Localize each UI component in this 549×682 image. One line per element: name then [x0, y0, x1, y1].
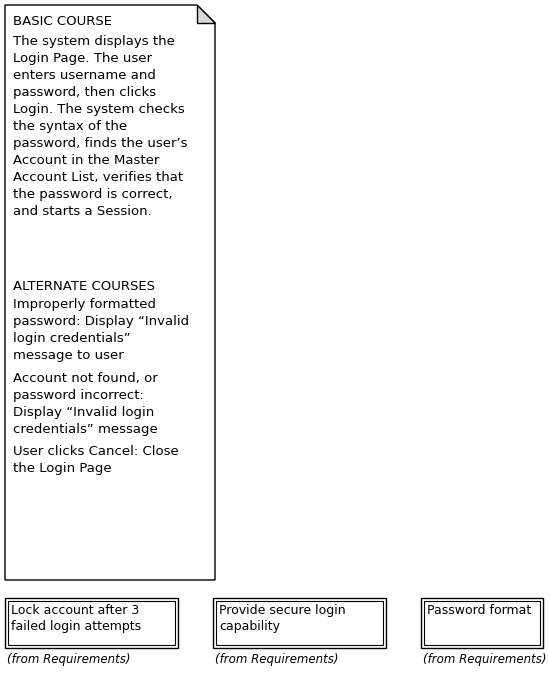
Text: Provide secure login
capability: Provide secure login capability — [219, 604, 346, 633]
Polygon shape — [5, 5, 215, 580]
FancyBboxPatch shape — [424, 601, 540, 645]
Text: Account not found, or
password incorrect:
Display “Invalid login
credentials” me: Account not found, or password incorrect… — [13, 372, 158, 436]
FancyBboxPatch shape — [421, 598, 543, 648]
Text: User clicks Cancel: Close
the Login Page: User clicks Cancel: Close the Login Page — [13, 445, 179, 475]
Text: Lock account after 3
failed login attempts: Lock account after 3 failed login attemp… — [11, 604, 141, 633]
FancyBboxPatch shape — [8, 601, 175, 645]
Text: (from Requirements): (from Requirements) — [215, 653, 339, 666]
Text: (from Requirements): (from Requirements) — [7, 653, 131, 666]
Text: Password format: Password format — [427, 604, 531, 617]
Text: The system displays the
Login Page. The user
enters username and
password, then : The system displays the Login Page. The … — [13, 35, 188, 218]
FancyBboxPatch shape — [216, 601, 383, 645]
Text: Improperly formatted
password: Display “Invalid
login credentials”
message to us: Improperly formatted password: Display “… — [13, 298, 189, 362]
Text: ALTERNATE COURSES: ALTERNATE COURSES — [13, 280, 155, 293]
Text: (from Requirements): (from Requirements) — [423, 653, 546, 666]
Text: BASIC COURSE: BASIC COURSE — [13, 15, 112, 28]
FancyBboxPatch shape — [213, 598, 386, 648]
FancyBboxPatch shape — [5, 598, 178, 648]
Polygon shape — [197, 5, 215, 23]
